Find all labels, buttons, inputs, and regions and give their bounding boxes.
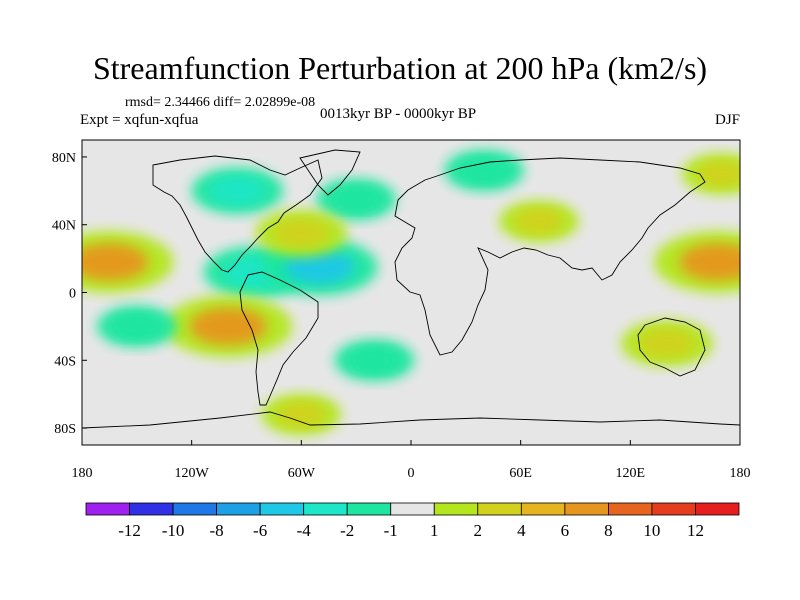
y-tick-label: 80S <box>54 422 76 437</box>
colorbar-swatch <box>85 502 130 516</box>
colorbar-swatch <box>608 502 653 516</box>
x-tick-label: 120W <box>175 466 210 481</box>
colorbar-label: -1 <box>384 521 398 540</box>
coast-greenland <box>299 149 361 196</box>
colorbar-label: -8 <box>210 521 224 540</box>
anomaly-south-pacific-west-cyclonic-core <box>112 313 161 339</box>
colorbar-swatch <box>564 502 609 516</box>
map-title: Streamfunction Perturbation at 200 hPa (… <box>92 50 708 86</box>
colorbar-swatch <box>346 502 392 516</box>
anomaly-north-atlantic-anticyclonic-core <box>273 219 329 248</box>
colorbar-swatch <box>390 502 435 516</box>
colorbar-label: 4 <box>517 521 526 540</box>
colorbar-swatch <box>216 502 261 516</box>
y-tick-label: 80N <box>52 151 76 166</box>
period-text: 0013kyr BP - 0000kyr BP <box>320 106 477 122</box>
x-tick-label: 60E <box>509 466 532 481</box>
colorbar-swatch <box>129 502 174 516</box>
coast-australia <box>637 317 706 377</box>
coastlines <box>82 149 740 429</box>
axis-ticks: 180 120W 60W 0 60E 120E 180 80N 40N 0 40S 80S <box>52 151 751 481</box>
experiment-text: Expt = xqfun-xqfua <box>80 112 199 128</box>
colorbar-swatch <box>303 502 348 516</box>
coast-south-america <box>239 271 319 406</box>
colorbar-label: -10 <box>162 521 185 540</box>
anomaly-tropical-pacific-west-core <box>679 243 740 281</box>
colorbar-swatch <box>259 502 305 516</box>
anomaly-arctic-cyclonic-core <box>460 157 509 184</box>
colorbar-swatch <box>433 502 479 516</box>
colorbar-swatch <box>520 502 566 516</box>
colorbar-label: 1 <box>430 521 439 540</box>
anomaly-tropical-pacific-east-core <box>82 243 148 281</box>
x-tick-label: 0 <box>408 466 415 481</box>
anomaly-north-america-cyclonic-core <box>209 176 265 205</box>
colorbar-label: 10 <box>643 521 660 540</box>
colorbar-label: -6 <box>253 521 267 540</box>
anomaly-antarctic-anticyclonic-core <box>277 401 326 428</box>
colorbar-label: -2 <box>340 521 354 540</box>
anomaly-south-pacific-anticyclonic-core <box>189 307 267 345</box>
coast-eurasia-africa <box>394 157 706 356</box>
x-tick-label: 180 <box>72 466 93 481</box>
colorbar-label: 6 <box>561 521 570 540</box>
season-label: DJF <box>714 112 740 128</box>
y-tick-label: 40N <box>52 219 76 234</box>
colorbar-label: -4 <box>297 521 312 540</box>
colorbar-label: -12 <box>118 521 141 540</box>
colorbar-swatch <box>172 502 217 516</box>
anomaly-tropical-atlantic-cyclonic-core <box>284 249 355 285</box>
anomaly-eurasia-anticyclonic-core <box>514 208 563 234</box>
colorbar-swatch <box>651 502 696 516</box>
y-tick-label: 40S <box>54 354 76 369</box>
colorbar-label: 12 <box>687 521 704 540</box>
anomaly-north-atlantic-cyclonic-core <box>332 186 381 212</box>
stats-text: rmsd= 2.34466 diff= 2.02899e-08 <box>125 95 316 110</box>
coast-antarctica <box>82 411 740 429</box>
y-tick-label: 0 <box>69 287 76 302</box>
anomaly-australia-anticyclonic-core <box>639 329 695 358</box>
colorbar-swatch <box>695 502 740 516</box>
colorbar-label: 2 <box>474 521 483 540</box>
anomaly-field <box>82 149 740 436</box>
x-tick-label: 180 <box>730 466 751 481</box>
coast-north-america <box>152 155 323 273</box>
anomaly-south-atlantic-cyclonic-core <box>350 347 399 373</box>
colorbar-swatch <box>477 502 522 516</box>
colorbar: -12 -10 -8 -6 -4 -2 -1 1 2 4 6 8 10 12 <box>85 502 740 540</box>
anomaly-north-pacific-anticyclonic-core <box>697 161 740 187</box>
colorbar-label: 8 <box>604 521 613 540</box>
x-tick-label: 120E <box>616 466 646 481</box>
x-tick-label: 60W <box>288 466 316 481</box>
